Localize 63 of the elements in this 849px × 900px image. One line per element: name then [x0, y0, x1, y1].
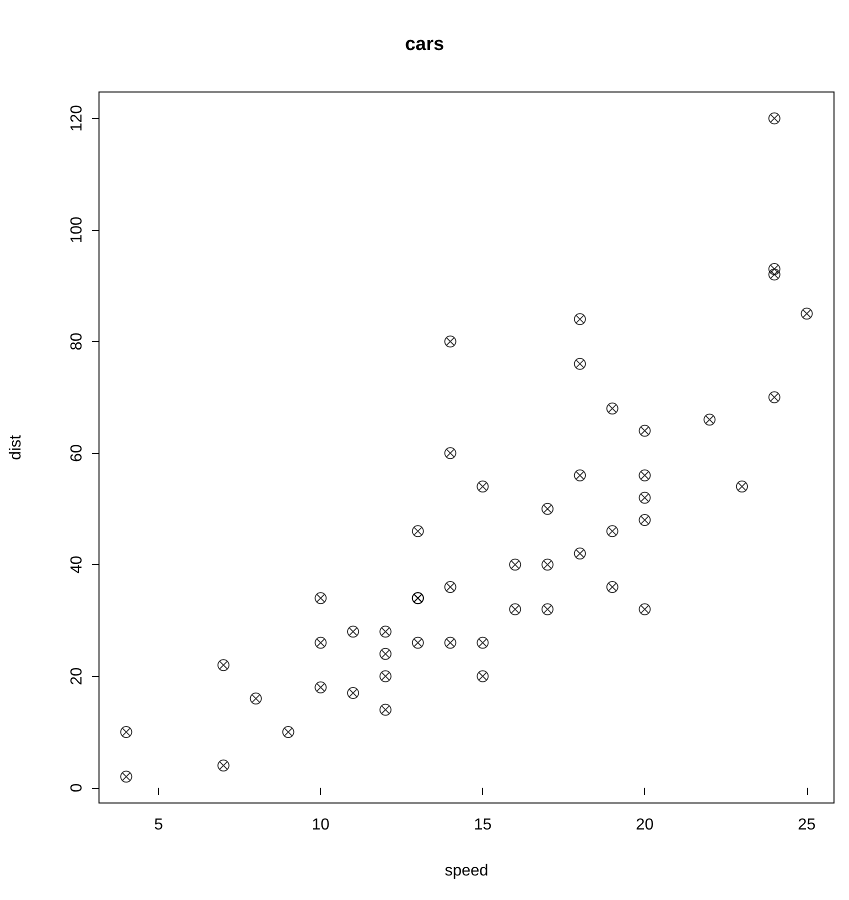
point	[282, 726, 294, 738]
point	[542, 603, 554, 616]
y-tick-label: 20	[68, 667, 86, 686]
y-axis-title: dist	[8, 434, 24, 460]
x-tick-label: 20	[636, 816, 654, 834]
point	[542, 558, 554, 571]
point	[574, 313, 586, 326]
point	[412, 525, 424, 538]
x-tick-label: 5	[154, 816, 164, 834]
point	[444, 335, 456, 348]
point	[542, 502, 554, 515]
point	[509, 603, 522, 616]
point	[217, 659, 230, 672]
point	[768, 391, 780, 404]
point	[314, 681, 327, 694]
x-tick-label: 15	[474, 816, 492, 834]
point	[574, 358, 586, 370]
point	[638, 424, 651, 437]
y-tick-label: 100	[68, 216, 86, 244]
point	[704, 414, 716, 426]
point	[606, 402, 618, 414]
point	[314, 592, 327, 604]
point	[380, 626, 392, 638]
point	[217, 760, 230, 772]
point	[444, 580, 456, 593]
point	[444, 636, 456, 649]
y-tick-label: 80	[68, 332, 86, 350]
point	[606, 525, 618, 538]
point	[250, 692, 262, 705]
point	[768, 268, 780, 281]
x-tick-label: 10	[312, 816, 330, 834]
point	[412, 636, 424, 649]
point	[638, 603, 651, 616]
chart-title: cars	[404, 34, 444, 55]
point	[314, 636, 327, 649]
point	[638, 469, 651, 482]
x-tick-label: 25	[798, 816, 816, 834]
y-tick-label: 40	[68, 556, 86, 574]
point	[476, 670, 489, 682]
point	[768, 112, 780, 124]
point	[120, 726, 132, 738]
point	[476, 636, 489, 649]
point	[574, 548, 586, 560]
x-axis-title: speed	[444, 862, 488, 880]
point	[347, 626, 360, 638]
y-tick-label: 120	[68, 104, 86, 132]
point	[509, 558, 522, 571]
point	[347, 686, 360, 699]
point	[574, 469, 586, 482]
point	[638, 514, 651, 526]
point	[380, 704, 392, 716]
point	[606, 580, 618, 593]
point	[638, 492, 651, 504]
point	[380, 648, 392, 660]
y-tick-label: 0	[68, 783, 86, 792]
y-tick-label: 60	[68, 444, 86, 462]
point	[476, 480, 489, 493]
point	[120, 770, 132, 783]
point	[736, 480, 748, 493]
point	[768, 262, 780, 275]
point	[380, 670, 392, 682]
point	[444, 447, 456, 460]
point	[800, 308, 813, 320]
